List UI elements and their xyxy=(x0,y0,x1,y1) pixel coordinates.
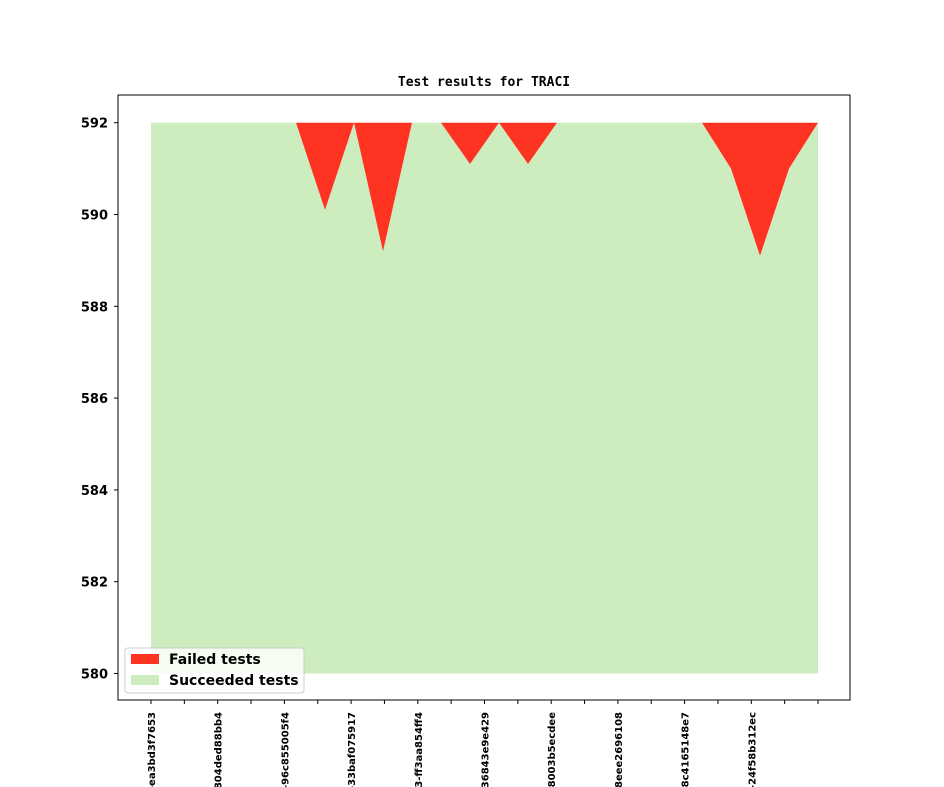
succeeded-tests-area xyxy=(151,122,818,674)
legend-box xyxy=(124,647,305,694)
plot-area xyxy=(151,122,818,674)
failed-tests-area xyxy=(151,122,818,256)
chart-title: Test results for TRACI xyxy=(398,75,570,90)
legend-label-failed: Failed tests xyxy=(169,652,261,668)
y-tick-label: 584 xyxy=(81,484,108,499)
x-tick-label: -33baf075917 xyxy=(347,712,358,787)
x-tick-label: -96c855005f4 xyxy=(280,712,291,787)
x-tick-label: -24f58b312ec xyxy=(747,712,758,787)
x-tick-label: -ea3bd3f7653 xyxy=(147,712,158,787)
y-tick-label: 580 xyxy=(81,668,108,683)
y-tick-label: 586 xyxy=(81,392,108,407)
legend-swatch-failed xyxy=(131,654,159,664)
x-tick-label: 8eee2696108 xyxy=(614,712,625,787)
y-axis: 580 582 584 586 588 590 592 xyxy=(81,117,118,683)
x-tick-label: 804ded88bb4 xyxy=(214,712,225,787)
x-tick-label: 8c4165148e7 xyxy=(681,712,692,787)
x-tick-label: 36843e9e429 xyxy=(481,712,492,787)
y-tick-label: 588 xyxy=(81,300,108,315)
y-tick-label: 582 xyxy=(81,576,108,591)
x-tick-label: 8003b5ecdee xyxy=(547,712,558,787)
x-axis: -ea3bd3f7653 804ded88bb4 -96c855005f4 -33ba… xyxy=(147,700,819,787)
legend: Failed tests Succeeded tests xyxy=(124,647,305,694)
legend-label-succeeded: Succeeded tests xyxy=(169,673,299,689)
legend-swatch-succeeded xyxy=(131,675,159,685)
y-tick-label: 592 xyxy=(81,117,108,132)
y-tick-label: 590 xyxy=(81,209,108,224)
x-tick-label: 3-ff3aa854ff4 xyxy=(414,712,425,787)
